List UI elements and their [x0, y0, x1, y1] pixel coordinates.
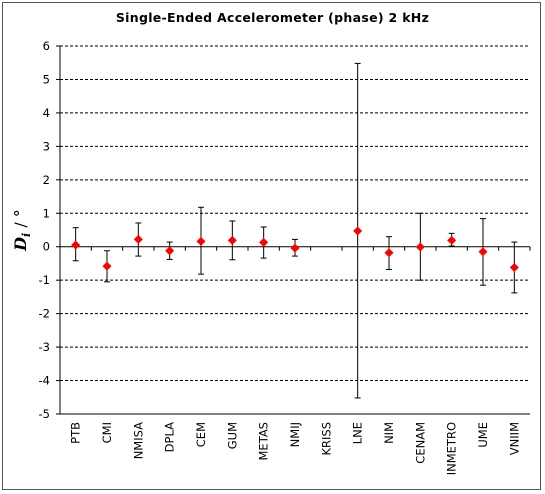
- data-point: [102, 261, 112, 271]
- data-point: [290, 243, 300, 253]
- data-point: [478, 247, 488, 257]
- x-category-label: DPLA: [163, 422, 177, 452]
- x-category-label: PTB: [69, 422, 83, 444]
- data-point: [165, 246, 175, 256]
- x-category-label: CMI: [100, 422, 114, 443]
- x-category-label: GUM: [225, 422, 239, 449]
- data-point: [509, 262, 519, 272]
- data-point: [384, 248, 394, 258]
- x-category-label: KRISS: [319, 422, 333, 456]
- y-tick-label: -5: [39, 407, 50, 421]
- data-point: [415, 242, 425, 252]
- x-category-label: NMISA: [131, 422, 145, 459]
- x-category-label: CEM: [194, 422, 208, 447]
- error-bars: [72, 62, 518, 399]
- y-axis-label: Di / °: [11, 209, 33, 252]
- x-category-label: NMIJ: [288, 422, 302, 447]
- y-axis-label-sub: i: [20, 233, 33, 237]
- y-tick-label: 5: [43, 72, 50, 86]
- y-axis-label-unit: / °: [11, 209, 30, 233]
- y-tick-label: 4: [43, 106, 50, 120]
- data-point: [227, 235, 237, 245]
- y-tick-label: 1: [43, 206, 50, 220]
- chart-title: Single-Ended Accelerometer (phase) 2 kHz: [115, 10, 430, 25]
- y-tick-label: -3: [39, 340, 50, 354]
- x-category-label: CENAM: [413, 422, 427, 464]
- x-category-label: METAS: [257, 422, 271, 461]
- x-category-label: INMETRO: [445, 422, 459, 475]
- gridlines: [60, 45, 530, 382]
- data-point: [196, 236, 206, 246]
- y-tick-label: -1: [39, 273, 50, 287]
- data-points: [71, 226, 519, 272]
- y-axis-label-main: D: [11, 237, 30, 252]
- y-tick-label: 3: [43, 139, 50, 153]
- data-point: [353, 226, 363, 236]
- y-tick-label: 2: [43, 173, 50, 187]
- x-category-label: LNE: [351, 422, 365, 444]
- data-point: [133, 234, 143, 244]
- axes: [56, 45, 531, 415]
- x-category-label: VNIIM: [507, 422, 521, 455]
- x-category-label: NIM: [382, 422, 396, 444]
- y-tick-label: -2: [39, 307, 50, 321]
- data-point: [71, 240, 81, 250]
- data-point: [447, 235, 457, 245]
- x-category-labels: PTB CMI NMISA DPLA CEM GUM METAS NMIJ KRISS LNE NI…: [69, 422, 522, 475]
- y-tick-label: -4: [39, 374, 50, 388]
- data-point: [259, 237, 269, 247]
- y-tick-label: 0: [43, 240, 50, 254]
- y-tick-label: 6: [43, 39, 50, 53]
- x-category-label: UME: [476, 422, 490, 448]
- y-tick-labels: -5 -4 -3 -2 -1 0 1 2 3 4 5 6: [39, 39, 50, 421]
